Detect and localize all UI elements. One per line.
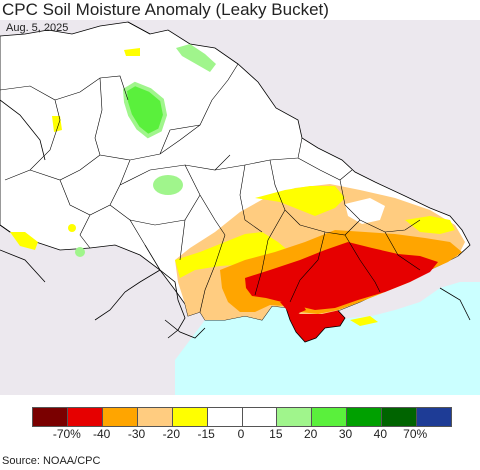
anomaly-plus-20-west xyxy=(75,247,85,257)
legend-swatch xyxy=(241,408,277,426)
legend-tick-label: -30 xyxy=(127,427,146,441)
legend-tick-label: 70% xyxy=(403,427,428,441)
legend-tick-label: -20 xyxy=(162,427,180,441)
anomaly-minus-15-southwest xyxy=(10,232,38,250)
legend-tick-label: 20 xyxy=(303,427,318,441)
legend-swatch xyxy=(346,408,382,426)
legend-swatch xyxy=(33,408,67,426)
legend-tick-label: -40 xyxy=(92,427,111,441)
country-borders xyxy=(0,21,471,339)
anomaly-minus-15-east xyxy=(405,216,455,234)
map-area xyxy=(0,20,480,395)
soil-moisture-map xyxy=(0,20,480,395)
legend-tick-label: 0 xyxy=(237,427,245,441)
legend-swatch xyxy=(171,408,207,426)
anomaly-minus-15-northwest xyxy=(52,116,62,132)
anomaly-minus-15-north xyxy=(255,186,345,216)
anomaly-minus-15-north-spot xyxy=(124,48,140,56)
isthmus xyxy=(280,300,306,316)
legend-swatch xyxy=(136,408,172,426)
map-title: CPC Soil Moisture Anomaly (Leaky Bucket) xyxy=(2,0,329,19)
legend-tick-label: -70% xyxy=(52,427,81,441)
legend-tick-label: -15 xyxy=(197,427,215,441)
legend-swatch xyxy=(276,408,312,426)
legend-tick-labels: -70% -40 -30 -20 -15 0 15 20 30 40 70% xyxy=(32,427,450,443)
legend-swatch xyxy=(101,408,137,426)
anomaly-minus-15-spot xyxy=(68,224,76,232)
legend-swatch xyxy=(66,408,102,426)
anomaly-plus-30-north xyxy=(122,81,168,139)
black-sea xyxy=(175,282,480,395)
legend-swatch xyxy=(416,408,452,426)
legend-swatch xyxy=(206,408,242,426)
anomaly-minus-15-crimea-east xyxy=(350,316,378,326)
anomaly-plus-20-north xyxy=(176,44,216,72)
legend-tick-label: 15 xyxy=(269,427,283,441)
anomaly-plus-20-center xyxy=(153,175,183,195)
legend-tick-label: 30 xyxy=(338,427,353,441)
oblast-borders xyxy=(0,63,421,313)
legend-swatch xyxy=(381,408,417,426)
legend-tick-label: 40 xyxy=(373,427,388,441)
legend-color-bar xyxy=(32,407,452,427)
legend-swatch xyxy=(311,408,347,426)
neutral-patch-east xyxy=(345,198,385,224)
map-date: Aug. 5, 2025 xyxy=(6,22,69,34)
source-credit: Source: NOAA/CPC xyxy=(2,455,101,467)
anomaly-minus-15-west xyxy=(175,232,290,278)
anomaly-minus-40 xyxy=(245,242,438,310)
